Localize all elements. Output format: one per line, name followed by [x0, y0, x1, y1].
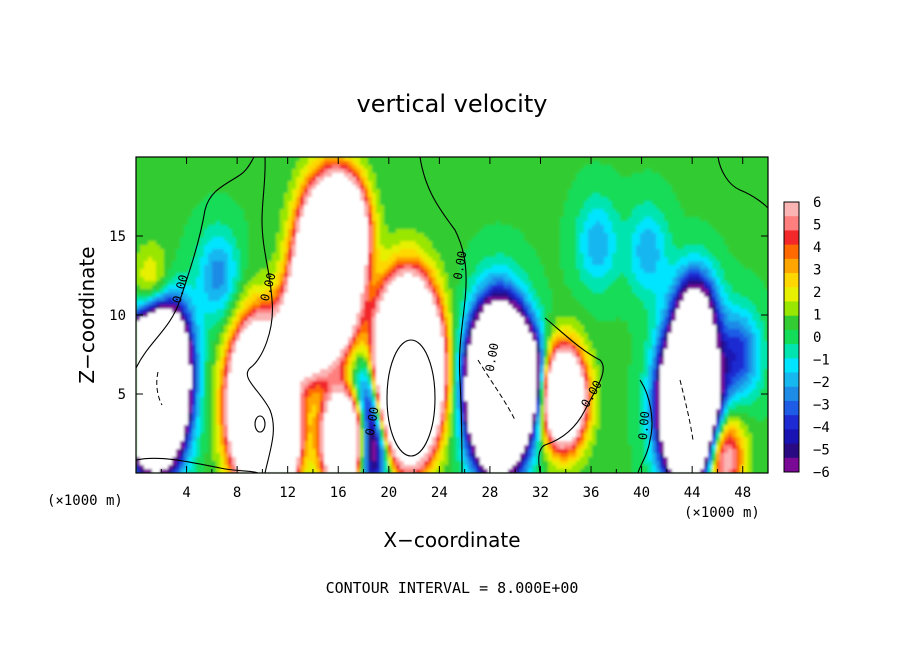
contour-core-left — [254, 415, 266, 433]
y-axis-title: Z−coordinate — [75, 246, 99, 383]
plot-area: 0.00 0.00 0.00 0.00 0.00 0.00 0.00 — [136, 157, 768, 473]
colorbar-label: −2 — [813, 375, 830, 391]
y-axis-ticks: 5 10 15 — [109, 229, 768, 403]
colorbar-swatch — [784, 329, 799, 345]
colorbar-swatch — [784, 202, 799, 217]
x-unit-label-left: (×1000 m) — [47, 493, 123, 509]
zero-contour-right-mid — [538, 317, 604, 473]
colorbar-label: −3 — [813, 398, 830, 414]
zero-contour-center — [419, 157, 467, 473]
zero-contour-far-right — [717, 157, 768, 209]
x-tick-label: 40 — [633, 485, 650, 501]
colorbar-swatch — [784, 344, 799, 359]
colorbar-swatch — [784, 244, 799, 260]
colorbar-label: −5 — [813, 443, 830, 459]
x-tick-label: 36 — [583, 485, 600, 501]
colorbar-label: 2 — [813, 285, 821, 301]
colorbar-swatch — [784, 258, 799, 274]
colorbar-swatch — [784, 230, 799, 246]
y-tick-label: 10 — [109, 308, 126, 324]
colorbar-swatch — [784, 301, 799, 317]
contour-lines — [136, 157, 768, 473]
y-tick-label: 15 — [109, 229, 126, 245]
x-tick-label: 16 — [330, 485, 347, 501]
x-tick-label: 4 — [182, 485, 190, 501]
x-axis-title: X−coordinate — [383, 528, 520, 552]
x-tick-label: 28 — [481, 485, 498, 501]
heatmap-field — [136, 157, 768, 473]
colorbar-swatch — [784, 415, 799, 430]
dashed-contours — [156, 359, 694, 441]
colorbar-swatch — [784, 372, 799, 388]
y-tick-label: 5 — [118, 387, 126, 403]
colorbar-label: −6 — [813, 465, 830, 481]
colorbar-label: 1 — [813, 308, 821, 324]
colorbar-swatch — [784, 216, 799, 231]
contour-core-center — [386, 339, 436, 457]
zero-contour-left — [136, 157, 255, 369]
colorbar-swatch — [784, 273, 799, 288]
colorbar-label: 5 — [813, 218, 821, 234]
colorbar-label: −4 — [813, 420, 830, 436]
x-tick-label: 32 — [532, 485, 549, 501]
colorbar-label: 6 — [813, 195, 821, 211]
colorbar-labels: 6 5 4 3 2 1 0 −1 −2 −3 −4 −5 −6 — [813, 195, 830, 481]
colorbar-swatch — [784, 457, 799, 473]
chart-title: vertical velocity — [357, 90, 548, 118]
colorbar-label: 3 — [813, 263, 821, 279]
colorbar-frame — [783, 201, 800, 473]
colorbar-swatch — [784, 429, 799, 444]
colorbar-swatch — [784, 315, 799, 331]
x-tick-label: 20 — [380, 485, 397, 501]
x-tick-label: 8 — [233, 485, 241, 501]
x-unit-label-right: (×1000 m) — [684, 505, 760, 521]
zero-contour-bottom-left — [136, 457, 259, 473]
colorbar-swatch — [784, 386, 799, 402]
x-tick-label: 24 — [431, 485, 448, 501]
zero-contour-right — [637, 379, 653, 473]
contour-interval-note: CONTOUR INTERVAL = 8.000E+00 — [326, 579, 579, 597]
colorbar — [783, 201, 800, 473]
colorbar-label: 0 — [813, 330, 821, 346]
x-tick-label: 12 — [279, 485, 296, 501]
colorbar-swatch — [784, 287, 799, 302]
x-tick-label: 44 — [684, 485, 701, 501]
colorbar-swatch — [784, 400, 799, 416]
colorbar-label: −1 — [813, 353, 830, 369]
x-tick-label: 48 — [734, 485, 751, 501]
zero-contour-mid-left — [246, 157, 274, 473]
x-axis-ticks: 4 8 12 16 20 24 28 32 36 40 44 48 — [160, 157, 751, 501]
colorbar-swatch — [784, 358, 799, 373]
colorbar-label: 4 — [813, 240, 821, 256]
colorbar-swatch — [784, 443, 799, 459]
